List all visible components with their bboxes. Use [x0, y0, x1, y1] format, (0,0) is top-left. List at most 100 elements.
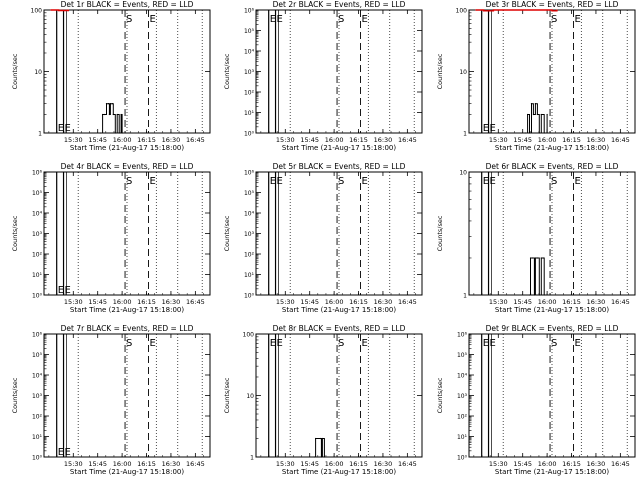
x-tick-label: 15:30 — [276, 460, 295, 468]
data-point — [546, 9, 548, 11]
event-marker-label: S — [338, 14, 344, 25]
data-point — [538, 132, 540, 134]
detector-panel: Det 3r BLACK = Events, RED = LLD 100 10 1 Co… — [436, 0, 636, 152]
data-point — [483, 10, 485, 12]
y-axis-label: Counts/sec — [223, 377, 231, 413]
event-marker-label: E — [574, 176, 580, 187]
y-axis-label: Counts/sec — [436, 377, 444, 413]
x-tick-label: 16:00 — [538, 136, 557, 144]
data-point — [538, 294, 540, 296]
y-tick-label: 10⁰ — [457, 455, 468, 462]
y-tick-label: 1 — [38, 131, 42, 138]
event-marker-label: E — [149, 338, 155, 349]
y-tick-label: 10 — [34, 69, 42, 76]
y-tick-label: 10⁴ — [32, 373, 43, 380]
event-marker-label: E — [65, 447, 71, 458]
y-tick-label: 10⁶ — [457, 332, 468, 339]
y-tick-label: 10⁰ — [32, 293, 43, 300]
event-marker-label: E — [574, 338, 580, 349]
events-series — [529, 257, 545, 296]
event-marker-label: E — [490, 338, 496, 349]
x-tick-label: 16:30 — [587, 136, 606, 144]
lld-series — [475, 9, 558, 12]
data-point — [103, 113, 106, 116]
event-marker-label: E — [490, 123, 496, 134]
event-marker-label: E — [58, 285, 64, 296]
data-point — [526, 113, 529, 116]
data-point — [321, 437, 323, 440]
panel-title: Det 3r BLACK = Events, RED = LLD — [486, 0, 619, 9]
panel-title: Det 9r BLACK = Events, RED = LLD — [486, 324, 619, 333]
x-tick-label: 15:45 — [513, 136, 532, 144]
x-tick-label: 16:30 — [374, 136, 393, 144]
y-tick-label: 10¹ — [244, 110, 255, 117]
data-point — [118, 132, 120, 134]
y-tick-label: 10⁵ — [457, 352, 468, 359]
data-point — [109, 103, 111, 105]
x-tick-label: 16:45 — [611, 460, 630, 468]
y-tick-label: 10¹ — [32, 434, 43, 441]
x-tick-label: 15:30 — [489, 460, 508, 468]
event-marker-label: S — [338, 338, 344, 349]
x-tick-label: 16:00 — [325, 460, 344, 468]
y-tick-label: 100 — [243, 332, 255, 339]
panel-title: Det 4r BLACK = Events, RED = LLD — [61, 162, 194, 171]
y-tick-label: 10² — [244, 252, 255, 259]
y-tick-label: 10 — [459, 69, 467, 76]
x-axis-label: Start Time (21-Aug-17 15:18:00) — [282, 306, 396, 314]
detector-panel: Det 2r BLACK = Events, RED = LLD 10⁶ 10⁵ 10… — [223, 0, 423, 152]
data-point — [107, 103, 110, 105]
x-tick-label: 16:15 — [137, 460, 156, 468]
y-tick-label: 10² — [244, 90, 255, 97]
data-point — [525, 132, 527, 134]
event-marker-label: S — [126, 176, 132, 187]
x-tick-label: 16:00 — [538, 460, 557, 468]
data-point — [67, 9, 70, 11]
data-point — [105, 103, 108, 105]
data-point — [530, 103, 533, 105]
y-tick-label: 10² — [457, 414, 468, 421]
x-tick-label: 16:30 — [162, 136, 181, 144]
detector-panel: Det 1r BLACK = Events, RED = LLD 100 10 1 Co… — [11, 0, 211, 152]
event-marker-label: E — [58, 447, 64, 458]
y-tick-label: 100 — [456, 8, 468, 15]
x-tick-label: 16:15 — [349, 298, 368, 306]
event-marker-label: E — [149, 176, 155, 187]
event-marker-label: S — [126, 14, 132, 25]
x-tick-label: 16:45 — [398, 136, 417, 144]
data-point — [319, 437, 322, 440]
x-tick-label: 15:45 — [513, 460, 532, 468]
x-tick-label: 15:30 — [64, 136, 83, 144]
y-tick-label: 10⁵ — [32, 190, 43, 197]
x-tick-label: 16:45 — [186, 136, 205, 144]
lld-series — [50, 9, 70, 12]
x-tick-label: 16:15 — [562, 136, 581, 144]
events-series — [100, 103, 123, 134]
event-marker-label: E — [361, 176, 367, 187]
panel-title: Det 8r BLACK = Events, RED = LLD — [273, 324, 406, 333]
y-tick-label: 10⁵ — [244, 28, 255, 35]
x-tick-label: 15:30 — [276, 298, 295, 306]
data-point — [323, 456, 325, 458]
x-axis-label: Start Time (21-Aug-17 15:18:00) — [282, 468, 396, 476]
x-tick-label: 15:30 — [489, 136, 508, 144]
event-marker-label: E — [277, 338, 283, 349]
x-axis-label: Start Time (21-Aug-17 15:18:00) — [282, 144, 396, 152]
event-marker-label: E — [490, 176, 496, 187]
detector-panel: Det 5r BLACK = Events, RED = LLD 10⁶ 10⁵ 10… — [223, 162, 423, 314]
y-tick-label: 10³ — [32, 393, 43, 400]
data-point — [534, 257, 537, 259]
data-point — [528, 132, 531, 134]
x-axis-label: Start Time (21-Aug-17 15:18:00) — [70, 144, 184, 152]
data-point — [546, 113, 548, 116]
x-axis-label: Start Time (21-Aug-17 15:18:00) — [70, 468, 184, 476]
events-series — [314, 438, 325, 458]
y-tick-label: 10⁰ — [32, 455, 43, 462]
x-tick-label: 16:00 — [538, 298, 557, 306]
data-point — [534, 103, 537, 105]
panel-title: Det 2r BLACK = Events, RED = LLD — [273, 0, 406, 9]
x-tick-label: 15:45 — [300, 136, 319, 144]
y-tick-label: 1 — [250, 455, 254, 462]
